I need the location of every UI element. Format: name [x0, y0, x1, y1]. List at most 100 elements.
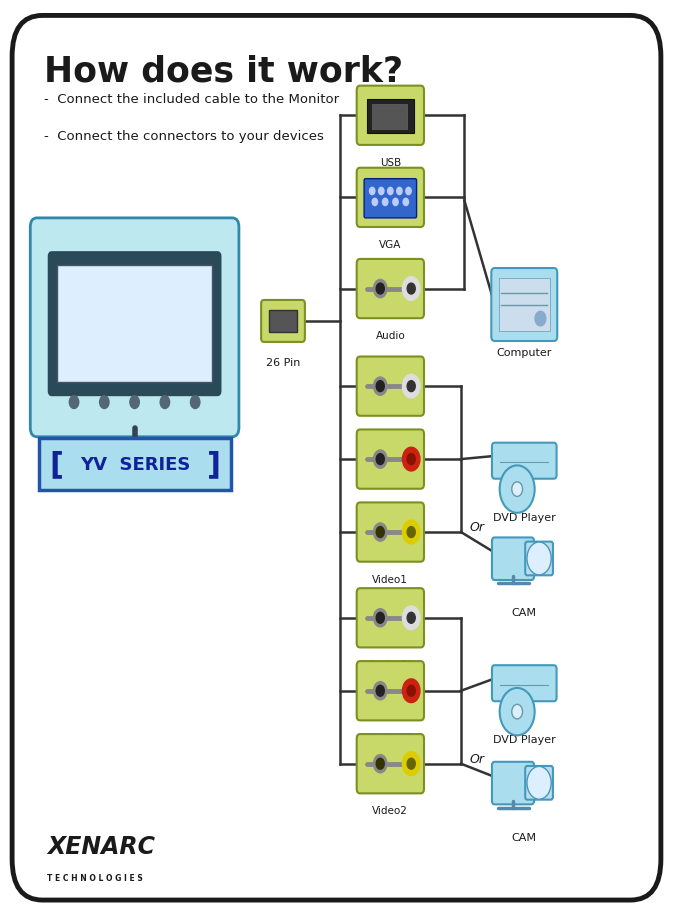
Circle shape — [378, 189, 384, 196]
FancyBboxPatch shape — [357, 87, 424, 146]
Text: DVD Player: DVD Player — [493, 512, 556, 522]
FancyBboxPatch shape — [525, 542, 553, 576]
Text: Audio: Audio — [376, 331, 405, 341]
FancyBboxPatch shape — [269, 311, 297, 333]
Circle shape — [374, 377, 387, 396]
Text: Audio 1R: Audio 1R — [367, 501, 414, 511]
Text: 26 Pin: 26 Pin — [266, 357, 300, 367]
Circle shape — [374, 754, 387, 773]
Circle shape — [407, 284, 415, 294]
Circle shape — [374, 523, 387, 541]
Circle shape — [407, 527, 415, 537]
FancyBboxPatch shape — [492, 537, 534, 580]
Text: VGA: VGA — [379, 240, 402, 250]
FancyBboxPatch shape — [261, 301, 305, 343]
FancyBboxPatch shape — [364, 179, 417, 219]
Circle shape — [374, 681, 387, 700]
Circle shape — [376, 758, 384, 769]
Circle shape — [402, 277, 420, 302]
Text: DVD Player: DVD Player — [493, 734, 556, 744]
Circle shape — [407, 685, 415, 696]
Text: ]: ] — [207, 450, 221, 478]
FancyBboxPatch shape — [357, 169, 424, 228]
FancyBboxPatch shape — [492, 665, 557, 701]
Text: Or: Or — [469, 752, 484, 765]
Circle shape — [376, 284, 384, 294]
Circle shape — [374, 609, 387, 627]
Circle shape — [511, 704, 522, 719]
FancyBboxPatch shape — [492, 443, 557, 479]
Text: [: [ — [49, 450, 63, 478]
Circle shape — [100, 396, 109, 409]
Circle shape — [376, 454, 384, 465]
Text: Audio 1L: Audio 1L — [367, 428, 413, 438]
FancyBboxPatch shape — [357, 260, 424, 319]
Circle shape — [402, 752, 420, 775]
Text: Audio 2R: Audio 2R — [367, 732, 414, 742]
Circle shape — [407, 612, 415, 623]
Text: How does it work?: How does it work? — [44, 55, 403, 88]
Circle shape — [402, 375, 420, 398]
Circle shape — [372, 199, 378, 207]
Circle shape — [402, 680, 420, 703]
Circle shape — [499, 688, 534, 735]
FancyBboxPatch shape — [491, 269, 557, 342]
FancyBboxPatch shape — [57, 266, 212, 383]
Circle shape — [374, 450, 387, 468]
Circle shape — [407, 758, 415, 769]
Circle shape — [376, 612, 384, 623]
FancyBboxPatch shape — [357, 503, 424, 562]
Text: XENARC: XENARC — [47, 834, 155, 858]
FancyBboxPatch shape — [30, 219, 239, 437]
FancyBboxPatch shape — [12, 16, 661, 900]
FancyBboxPatch shape — [492, 762, 534, 804]
Text: Audio 2L: Audio 2L — [367, 660, 413, 670]
Circle shape — [403, 199, 409, 207]
Text: -  Connect the connectors to your devices: - Connect the connectors to your devices — [44, 129, 324, 142]
Circle shape — [402, 447, 420, 471]
Circle shape — [190, 396, 200, 409]
Circle shape — [527, 766, 551, 799]
FancyBboxPatch shape — [357, 661, 424, 721]
FancyBboxPatch shape — [499, 279, 550, 332]
Circle shape — [527, 542, 551, 575]
FancyBboxPatch shape — [39, 438, 231, 490]
Circle shape — [376, 527, 384, 537]
FancyBboxPatch shape — [357, 357, 424, 416]
Circle shape — [393, 199, 398, 207]
Circle shape — [407, 381, 415, 392]
FancyBboxPatch shape — [357, 589, 424, 648]
Text: CAM: CAM — [511, 608, 537, 618]
Circle shape — [511, 482, 522, 496]
Circle shape — [369, 189, 375, 196]
Text: T E C H N O L O G I E S: T E C H N O L O G I E S — [47, 873, 143, 882]
Text: Or: Or — [469, 520, 484, 534]
Circle shape — [382, 199, 388, 207]
FancyBboxPatch shape — [357, 734, 424, 793]
Circle shape — [396, 189, 402, 196]
Circle shape — [160, 396, 170, 409]
Circle shape — [407, 454, 415, 465]
Text: Video2: Video2 — [372, 805, 409, 815]
Text: YV  SERIES: YV SERIES — [79, 456, 190, 473]
Circle shape — [499, 466, 534, 513]
FancyBboxPatch shape — [367, 100, 414, 134]
Circle shape — [130, 396, 139, 409]
Text: Video1: Video1 — [372, 574, 409, 584]
Circle shape — [406, 189, 411, 196]
Text: -  Connect the included cable to the Monitor: - Connect the included cable to the Moni… — [44, 93, 339, 106]
Circle shape — [376, 381, 384, 392]
Text: Computer: Computer — [497, 348, 552, 358]
Circle shape — [402, 607, 420, 630]
FancyBboxPatch shape — [525, 766, 553, 800]
Circle shape — [69, 396, 79, 409]
Circle shape — [402, 520, 420, 544]
FancyBboxPatch shape — [357, 430, 424, 489]
Text: USB: USB — [380, 158, 401, 168]
Circle shape — [376, 685, 384, 696]
Circle shape — [374, 281, 387, 299]
Text: CAM: CAM — [511, 832, 537, 842]
FancyBboxPatch shape — [49, 253, 220, 395]
Circle shape — [535, 312, 546, 326]
Circle shape — [388, 189, 393, 196]
